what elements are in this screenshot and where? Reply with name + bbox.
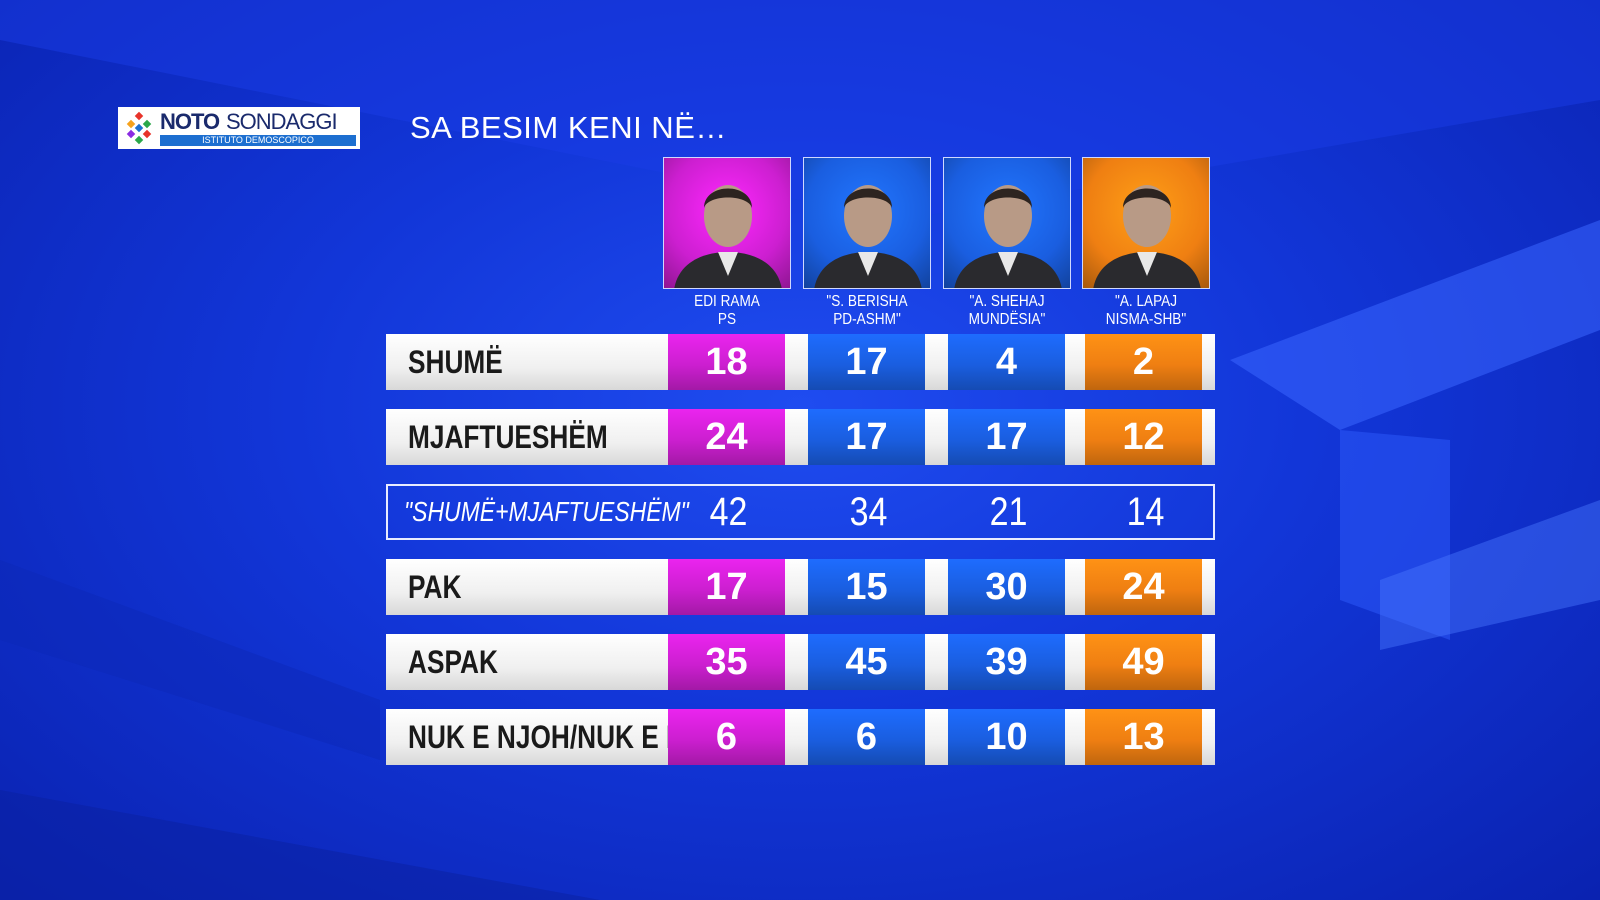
title: SA BESIM KENI NË…	[410, 110, 727, 145]
value-cell: 2	[1085, 334, 1202, 390]
value-cell: 17	[808, 334, 925, 390]
candidate-name: "S. BERISHA PD-ASHM"	[808, 293, 927, 329]
value-cell: 45	[808, 634, 925, 690]
candidate-name-line: EDI RAMA	[694, 293, 760, 310]
value-cell: 24	[1085, 559, 1202, 615]
value-cell: 30	[948, 559, 1065, 615]
candidate-name: EDI RAMA PS	[668, 293, 787, 329]
total-row: "SHUMË+MJAFTUESHËM" 42 34 21 14	[386, 484, 1215, 540]
logo-icon	[126, 111, 152, 145]
value-cell: 21	[989, 490, 1028, 534]
value-cell: 39	[948, 634, 1065, 690]
candidate-party: NISMA-SHB"	[1105, 311, 1187, 328]
value-cell: 18	[668, 334, 785, 390]
row-label: MJAFTUESHËM	[408, 419, 608, 455]
portrait	[674, 185, 782, 288]
candidate-name-line: "S. BERISHA	[826, 293, 908, 310]
candidate-party: MUNDËSIA"	[968, 311, 1046, 328]
value-cell: 4	[948, 334, 1065, 390]
value-cell: 49	[1085, 634, 1202, 690]
candidate-party: PD-ASHM"	[833, 311, 901, 328]
logo-text: SONDAGGI	[226, 109, 338, 134]
logo: NOTO SONDAGGI ISTITUTO DEMOSCOPICO	[118, 107, 360, 149]
value-cell: 13	[1085, 709, 1202, 765]
value-cell: 24	[668, 409, 785, 465]
row-label: "SHUMË+MJAFTUESHËM"	[404, 496, 689, 527]
table-row: ASPAK 35 45 39 49	[386, 634, 1215, 690]
logo-text: NOTO	[160, 109, 220, 134]
table-row: SHUMË 18 17 4 2	[386, 334, 1215, 390]
table-row: NUK E NJOH/NUK E DI 6 6 10 13	[386, 709, 1215, 765]
value-cell: 14	[1126, 490, 1165, 534]
value-cell: 15	[808, 559, 925, 615]
candidate-name: "A. LAPAJ NISMA-SHB"	[1087, 293, 1206, 329]
candidate-name-line: "A. LAPAJ	[1114, 293, 1178, 310]
row-label: ASPAK	[408, 644, 498, 680]
value-cell: 10	[948, 709, 1065, 765]
value-cell: 42	[709, 490, 748, 534]
row-label: PAK	[408, 569, 462, 605]
portrait	[814, 185, 922, 288]
portrait	[1093, 185, 1201, 288]
value-cell: 6	[668, 709, 785, 765]
value-cell: 17	[808, 409, 925, 465]
portrait	[954, 185, 1062, 288]
candidate-name: "A. SHEHAJ MUNDËSIA"	[948, 293, 1067, 329]
logo-subtitle: ISTITUTO DEMOSCOPICO	[160, 135, 356, 146]
candidate-photo	[1082, 157, 1210, 289]
table-row: PAK 17 15 30 24	[386, 559, 1215, 615]
row-label: NUK E NJOH/NUK E DI	[408, 719, 693, 755]
candidate-party: PS	[717, 311, 737, 328]
row-label: SHUMË	[408, 344, 503, 380]
value-cell: 17	[668, 559, 785, 615]
value-cell: 17	[948, 409, 1065, 465]
candidate-photo	[943, 157, 1071, 289]
value-cell: 12	[1085, 409, 1202, 465]
candidate-name-line: "A. SHEHAJ	[969, 293, 1045, 310]
candidate-photo	[803, 157, 931, 289]
value-cell: 34	[849, 490, 888, 534]
value-cell: 35	[668, 634, 785, 690]
candidate-photo	[663, 157, 791, 289]
table-row: MJAFTUESHËM 24 17 17 12	[386, 409, 1215, 465]
value-cell: 6	[808, 709, 925, 765]
